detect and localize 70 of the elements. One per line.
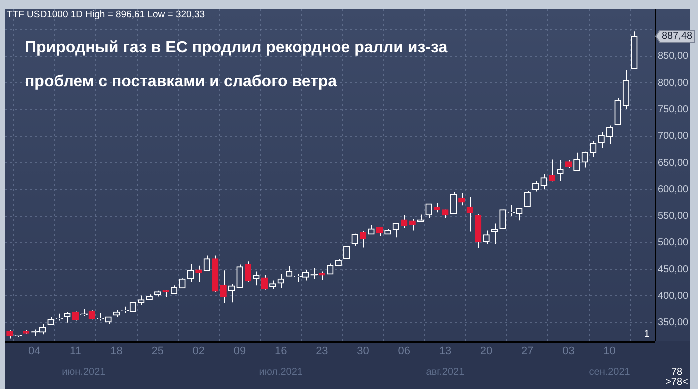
x-tick-label: 27 xyxy=(522,346,534,358)
candlestick xyxy=(253,271,260,286)
y-tick-label: 350,00 xyxy=(658,318,690,329)
candlestick xyxy=(360,230,367,248)
candlestick xyxy=(39,324,46,336)
x-tick-label: 03 xyxy=(562,346,575,358)
candlestick xyxy=(524,190,531,208)
candlestick xyxy=(220,270,227,304)
candlestick xyxy=(557,160,564,182)
text: >78< xyxy=(666,376,689,388)
candlestick xyxy=(236,264,244,288)
candlestick xyxy=(483,230,490,245)
y-tick-label: 400,00 xyxy=(658,290,690,302)
x-tick-label: 25 xyxy=(152,346,164,358)
x-tick-label: 23 xyxy=(316,346,328,358)
candlestick xyxy=(450,192,458,214)
candlestick xyxy=(64,312,71,324)
candlestick xyxy=(138,295,145,306)
candlestick xyxy=(532,180,540,192)
candlestick xyxy=(187,264,194,283)
x-tick-label: 20 xyxy=(480,346,493,358)
candlestick xyxy=(466,196,474,232)
y-tick-label: 550,00 xyxy=(658,211,690,222)
y-tick-label: 600,00 xyxy=(658,184,690,196)
candlestick xyxy=(392,223,400,238)
candlestick xyxy=(401,214,408,230)
y-tick-label: 850,00 xyxy=(658,51,690,62)
x-tick-label: 06 xyxy=(398,346,410,358)
x-tick-label: 18 xyxy=(110,346,123,358)
candlestick xyxy=(574,152,580,172)
text: 78 xyxy=(671,366,683,378)
x-tick-label: 16 xyxy=(274,346,288,358)
x-tick-label: 30 xyxy=(357,346,370,358)
x-tick-label: 09 xyxy=(234,346,246,358)
candlestick xyxy=(344,246,350,260)
candlestick xyxy=(548,159,556,182)
text: сен.2021 xyxy=(589,366,631,378)
text: Природный газ в ЕС продлил рекордное ралли из-за проблем с поставками и слабого ветра xyxy=(25,39,448,90)
candlestick xyxy=(598,132,605,149)
candlestick xyxy=(458,192,466,206)
y-tick-label: 500,00 xyxy=(658,238,690,249)
x-tick-label: 13 xyxy=(439,346,452,358)
y-tick-label: 450,00 xyxy=(658,264,690,276)
text: июл.2021 xyxy=(259,366,304,378)
y-tick-label: 750,00 xyxy=(658,104,690,116)
text: 887,48 xyxy=(662,31,694,42)
candlestick xyxy=(302,270,310,282)
x-tick-label: 04 xyxy=(28,346,41,358)
x-tick-label: 02 xyxy=(192,346,206,358)
candlestick xyxy=(278,274,284,289)
candlestick xyxy=(179,278,186,289)
candlestick xyxy=(540,174,548,190)
candlestick xyxy=(368,224,375,235)
text: июн.2021 xyxy=(62,366,106,378)
candlestick xyxy=(261,274,268,290)
y-tick-label: 800,00 xyxy=(658,78,690,89)
candlestick xyxy=(244,261,252,283)
text: авг.2021 xyxy=(426,366,466,378)
candlestick xyxy=(327,263,334,275)
candlestick xyxy=(426,204,432,219)
text: 1 xyxy=(644,328,650,340)
candlestick xyxy=(516,208,523,222)
candlestick xyxy=(614,98,622,126)
x-tick-label: 10 xyxy=(604,346,616,358)
chart-subtitle: TTF USD1000 1D High = 896,61 Low = 320,33 xyxy=(7,10,206,21)
y-tick-label: 650,00 xyxy=(658,158,690,169)
y-tick-label: 700,00 xyxy=(658,131,690,142)
candlestick xyxy=(606,125,614,145)
candlestick xyxy=(204,255,210,272)
x-tick-label: 11 xyxy=(70,346,82,358)
